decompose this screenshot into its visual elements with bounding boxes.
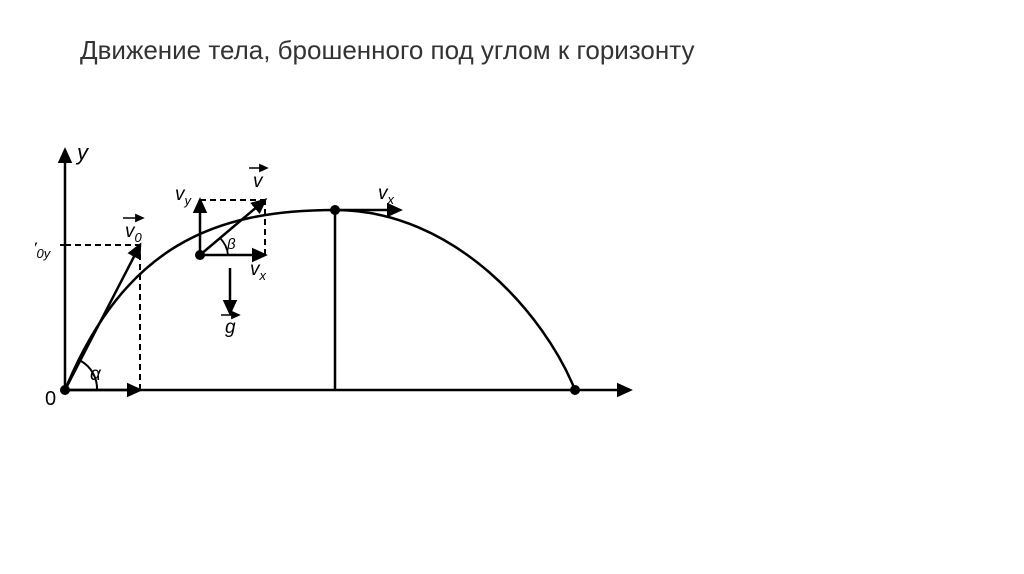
label-v: v — [253, 171, 264, 192]
projectile-diagram: y 0 v0y v0 vy v vx — [35, 115, 655, 445]
label-vx-mid: vx — [250, 259, 267, 283]
page-title: Движение тела, брошенного под углом к го… — [80, 35, 694, 66]
point-origin — [60, 385, 70, 395]
point-land — [570, 385, 580, 395]
label-alpha: α — [90, 364, 102, 385]
label-v0y: v0y — [35, 237, 52, 261]
point-apex — [330, 205, 340, 215]
label-beta: β — [226, 236, 236, 253]
point-mid — [195, 250, 205, 260]
label-g: g — [225, 317, 236, 338]
vector-v0 — [65, 245, 140, 390]
label-vx-apex: vx — [378, 183, 395, 207]
label-v0: v0 — [125, 221, 143, 245]
origin-label: 0 — [45, 388, 56, 410]
label-vy: vy — [175, 184, 193, 208]
y-axis-label: y — [75, 140, 90, 165]
